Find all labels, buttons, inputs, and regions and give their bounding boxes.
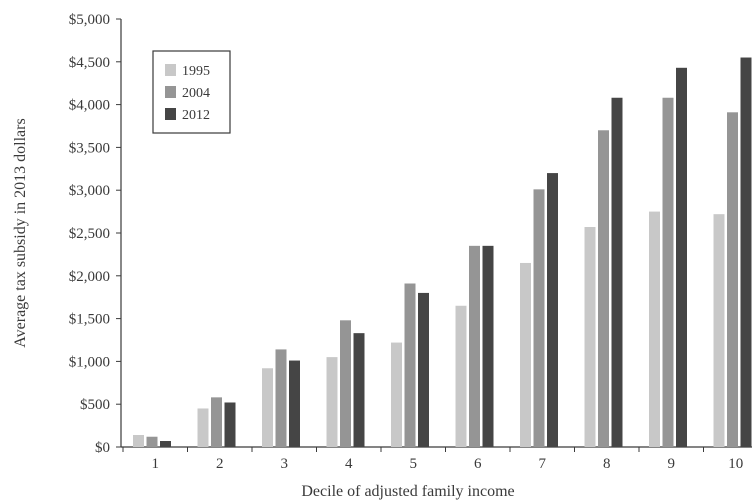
bar-1995-decile-9 (649, 211, 660, 447)
y-tick-label: $1,500 (69, 312, 110, 328)
bar-2012-decile-1 (160, 441, 171, 447)
bar-2012-decile-4 (353, 333, 365, 447)
legend-label-1995: 1995 (182, 64, 210, 79)
legend-label-2012: 2012 (182, 108, 210, 123)
y-tick-label: $3,000 (69, 183, 110, 199)
bars (133, 57, 752, 448)
x-tick-label: 6 (474, 456, 482, 472)
bar-1995-decile-8 (584, 227, 596, 447)
legend-swatch-2004 (165, 86, 176, 98)
y-tick-label: $0 (95, 440, 110, 456)
y-axis-title: Average tax subsidy in 2013 dollars (12, 118, 29, 347)
bar-2012-decile-5 (418, 292, 429, 447)
bar-1995-decile-3 (262, 368, 273, 447)
y-tick-label: $4,500 (69, 55, 110, 71)
bar-2004-decile-10 (727, 112, 738, 447)
bar-2012-decile-2 (224, 402, 236, 447)
x-tick-label: 10 (728, 456, 743, 472)
x-axis: 1 2 3 4 5 6 7 8 9 10 (121, 446, 752, 472)
bar-1995-decile-10 (713, 214, 725, 447)
bar-2004-decile-4 (340, 320, 351, 447)
y-tick-label: $2,000 (69, 269, 110, 285)
x-tick-label: 3 (281, 456, 289, 472)
y-axis: $0 $500 $1,000 $1,500 $2,000 $2,500 $3,000 $3,5… (69, 12, 122, 456)
legend: 1995 2004 2012 (152, 50, 231, 134)
x-tick-label: 9 (668, 456, 676, 472)
bar-2012-decile-7 (547, 173, 558, 447)
legend-swatch-2012 (165, 108, 176, 120)
bar-2012-decile-6 (482, 245, 494, 447)
x-axis-title: Decile of adjusted family income (301, 483, 514, 500)
bar-2004-decile-6 (469, 245, 480, 447)
bar-2004-decile-2 (211, 397, 222, 447)
bar-2004-decile-1 (146, 436, 158, 447)
y-tick-label: $500 (80, 397, 110, 413)
bar-2004-decile-5 (404, 283, 416, 447)
bar-2012-decile-3 (289, 360, 300, 447)
bar-1995-decile-2 (197, 408, 209, 447)
bar-1995-decile-5 (391, 342, 402, 447)
y-tick-label: $4,000 (69, 98, 110, 114)
bar-1995-decile-4 (326, 357, 338, 447)
bar-2004-decile-7 (533, 189, 545, 447)
x-tick-label: 1 (152, 456, 160, 472)
bar-2004-decile-8 (598, 130, 609, 447)
bar-1995-decile-7 (520, 262, 531, 447)
x-tick-label: 5 (410, 456, 418, 472)
bar-2004-decile-9 (662, 97, 674, 447)
y-tick-label: $3,500 (69, 140, 110, 156)
x-tick-label: 7 (539, 456, 547, 472)
legend-label-2004: 2004 (182, 86, 210, 101)
bar-1995-decile-1 (133, 435, 144, 447)
bar-2004-decile-3 (275, 349, 287, 447)
x-tick-label: 4 (345, 456, 353, 472)
x-tick-label: 2 (216, 456, 224, 472)
y-tick-label: $5,000 (69, 12, 110, 28)
bar-1995-decile-6 (455, 305, 467, 447)
bar-2012-decile-8 (611, 97, 623, 447)
bar-2012-decile-10 (740, 57, 752, 448)
y-tick-label: $1,000 (69, 354, 110, 370)
legend-swatch-1995 (165, 64, 176, 76)
x-tick-label: 8 (603, 456, 611, 472)
y-tick-label: $2,500 (69, 226, 110, 242)
bar-2012-decile-9 (676, 67, 687, 448)
